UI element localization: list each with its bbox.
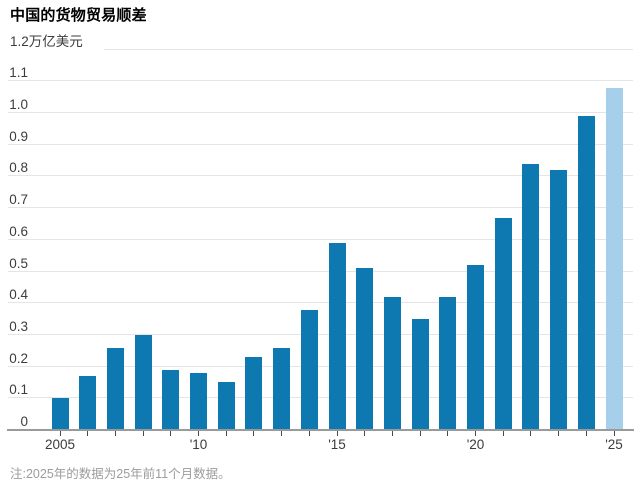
bar-2010 bbox=[190, 373, 207, 430]
bar-2008 bbox=[134, 335, 152, 430]
y-axis-unit-label: 1.2万亿美元 bbox=[10, 33, 83, 49]
bar-2015 bbox=[328, 243, 346, 430]
x-axis-tick-2013 bbox=[281, 431, 283, 436]
y-axis-label: 0 bbox=[20, 414, 28, 429]
y-axis-label: 1.0 bbox=[9, 97, 28, 112]
x-axis-tick-2022 bbox=[530, 431, 532, 436]
gridline-1.0 bbox=[8, 112, 633, 113]
gridline-0.5 bbox=[8, 270, 633, 272]
gridline-1.2万亿美元 bbox=[104, 48, 633, 50]
bar-2006 bbox=[79, 376, 97, 430]
gridline-0.7 bbox=[8, 207, 633, 209]
x-axis-tick-2006 bbox=[87, 431, 89, 436]
x-axis-label-10: '10 bbox=[189, 437, 208, 452]
gridline-1.1 bbox=[8, 80, 633, 82]
bar-2019 bbox=[439, 297, 457, 430]
y-axis-label: 0.8 bbox=[9, 160, 28, 176]
gridline-0.3 bbox=[8, 333, 633, 335]
x-axis-tick-2018 bbox=[419, 431, 421, 436]
y-axis-label: 0.1 bbox=[9, 382, 28, 398]
x-axis-label-15: '15 bbox=[328, 437, 346, 452]
gridline-0.1 bbox=[8, 397, 633, 399]
bar-2021 bbox=[494, 218, 512, 430]
x-axis-tick-2020 bbox=[475, 431, 476, 436]
y-axis-label: 0.2 bbox=[9, 350, 28, 366]
y-axis-label: 0.6 bbox=[9, 223, 28, 239]
bar-2014 bbox=[300, 310, 318, 430]
x-axis-tick-2021 bbox=[502, 431, 504, 436]
x-axis-tick-2009 bbox=[170, 431, 172, 436]
bar-2024 bbox=[577, 116, 595, 430]
bar-2007 bbox=[106, 348, 124, 430]
bar-2011 bbox=[217, 382, 235, 430]
bar-2013 bbox=[273, 348, 291, 430]
x-axis-tick-2005 bbox=[59, 431, 61, 436]
bar-2023 bbox=[550, 170, 568, 430]
x-axis-baseline bbox=[7, 429, 634, 431]
bar-2009 bbox=[162, 370, 180, 430]
y-axis-label: 0.7 bbox=[9, 192, 28, 208]
bar-2022 bbox=[522, 164, 540, 430]
y-axis-label: 0.3 bbox=[9, 318, 28, 334]
x-axis-tick-2015 bbox=[336, 431, 338, 436]
x-axis-tick-2011 bbox=[225, 431, 227, 436]
bar-2025 bbox=[605, 88, 623, 430]
y-axis-label: 0.4 bbox=[9, 287, 28, 303]
x-axis-tick-2024 bbox=[585, 431, 587, 436]
gridline-0.4 bbox=[8, 302, 633, 304]
x-axis-label-25: '25 bbox=[605, 437, 623, 452]
x-axis-tick-2007 bbox=[114, 431, 116, 436]
bar-2016 bbox=[356, 268, 374, 430]
x-axis-tick-2014 bbox=[308, 431, 310, 436]
bar-2020 bbox=[467, 265, 484, 430]
bar-2017 bbox=[383, 297, 401, 430]
x-axis-tick-2010 bbox=[198, 431, 199, 436]
gridline-0.9 bbox=[8, 143, 633, 145]
chart-footnote: 注:2025年的数据为25年前11个月数据。 bbox=[10, 467, 231, 481]
x-axis-label-20: '20 bbox=[466, 437, 485, 452]
y-axis-label: 0.5 bbox=[9, 255, 28, 271]
x-axis-tick-2017 bbox=[391, 431, 393, 436]
bar-2012 bbox=[245, 357, 263, 430]
x-axis-tick-2012 bbox=[253, 431, 255, 436]
y-axis-label: 0.9 bbox=[9, 128, 28, 144]
x-axis-label-2005: 2005 bbox=[44, 437, 76, 452]
x-axis-tick-2016 bbox=[364, 431, 366, 436]
x-axis-tick-2019 bbox=[447, 431, 449, 436]
bar-2005 bbox=[51, 398, 69, 430]
chart-title: 中国的货物贸易顺差 bbox=[10, 7, 147, 24]
y-axis-label: 1.1 bbox=[9, 65, 28, 81]
gridline-0.8 bbox=[8, 175, 633, 177]
x-axis-tick-2025 bbox=[613, 431, 615, 436]
bar-2018 bbox=[411, 319, 429, 430]
gridline-0.6 bbox=[8, 238, 633, 240]
gridline-0.2 bbox=[8, 365, 633, 367]
x-axis-tick-2023 bbox=[558, 431, 560, 436]
x-axis-tick-2008 bbox=[142, 431, 144, 436]
